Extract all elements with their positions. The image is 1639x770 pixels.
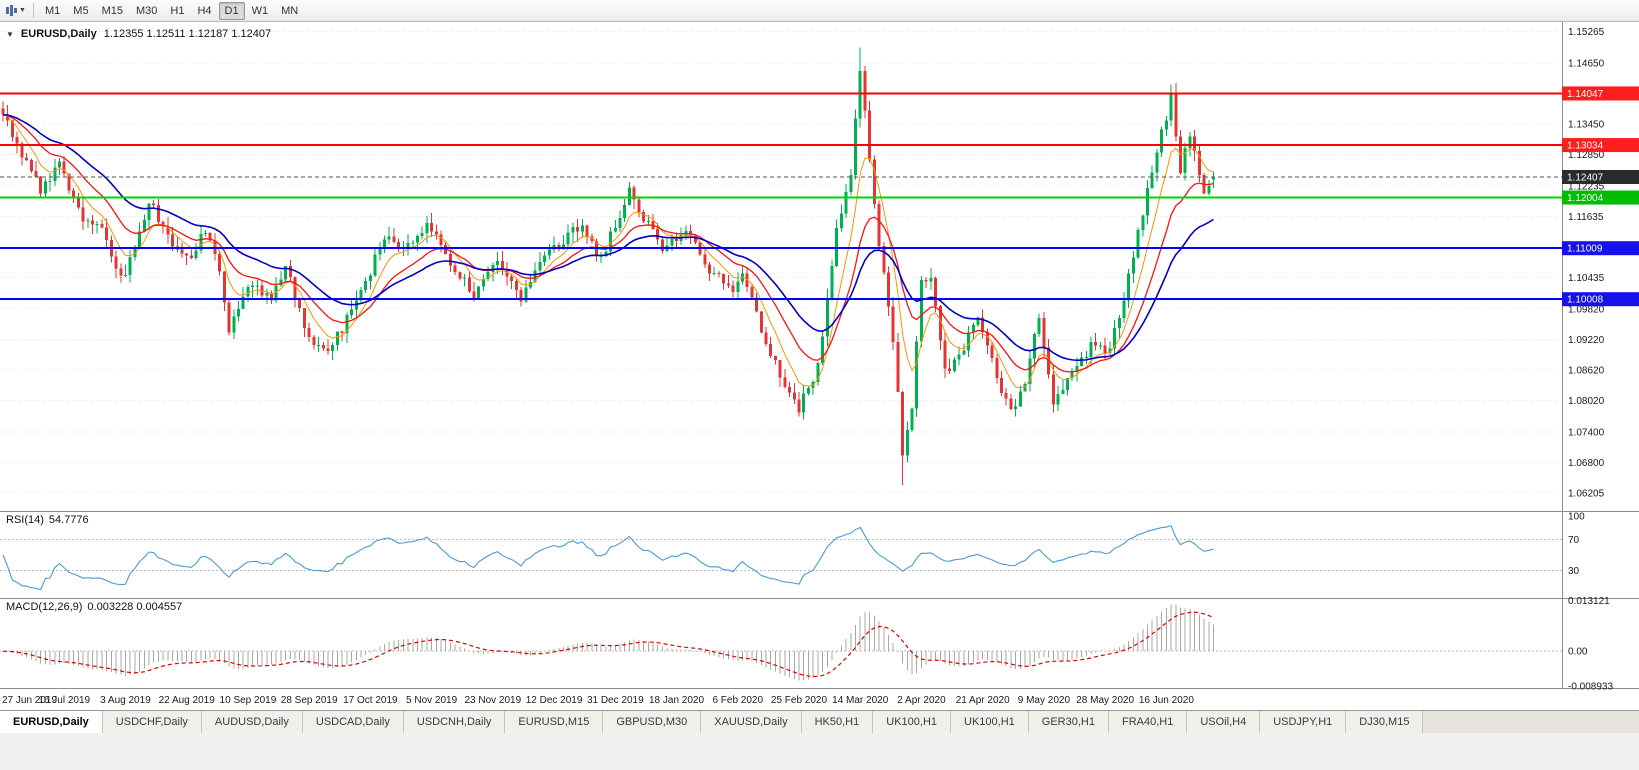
svg-text:9 May 2020: 9 May 2020 xyxy=(1018,695,1071,706)
chart-tab-audusd-daily[interactable]: AUDUSD,Daily xyxy=(201,711,303,733)
timeframe-toolbar: ▼ M1 M5 M15 M30 H1 H4 D1 W1 MN xyxy=(0,0,1639,22)
chart-tab-usdchf-daily[interactable]: USDCHF,Daily xyxy=(102,711,202,733)
svg-text:25 Feb 2020: 25 Feb 2020 xyxy=(771,695,828,706)
svg-text:31 Dec 2019: 31 Dec 2019 xyxy=(587,695,644,706)
chart-tabs-bar: EURUSD,Daily USDCHF,Daily AUDUSD,Daily USDC… xyxy=(0,710,1639,733)
chart-tab-usoil-h4[interactable]: USOil,H4 xyxy=(1187,711,1261,733)
timeframe-h1-button[interactable]: H1 xyxy=(170,4,185,17)
svg-text:22 Aug 2019: 22 Aug 2019 xyxy=(159,695,216,706)
svg-text:1.09220: 1.09220 xyxy=(1568,335,1605,346)
svg-text:14 Mar 2020: 14 Mar 2020 xyxy=(832,695,889,706)
svg-text:16 Jun 2020: 16 Jun 2020 xyxy=(1139,695,1194,706)
svg-text:27 Jun 2019: 27 Jun 2019 xyxy=(2,695,57,706)
svg-text:12 Dec 2019: 12 Dec 2019 xyxy=(526,695,583,706)
timeframe-m15-button[interactable]: M15 xyxy=(101,4,123,17)
svg-text:1.12004: 1.12004 xyxy=(1567,193,1604,204)
price-chart-canvas[interactable]: 1.15265 1.14650 1.13450 1.12850 1.12235 1.116… xyxy=(0,22,1639,710)
svg-text:100: 100 xyxy=(1568,511,1585,522)
collapse-chart-icon[interactable]: ▼ xyxy=(6,29,14,39)
chart-tab-usdcnh-daily[interactable]: USDCNH,Daily xyxy=(403,711,506,733)
timeframe-m5-button[interactable]: M5 xyxy=(73,4,89,17)
window-bottom-area xyxy=(0,733,1639,770)
chart-tab-ger30-h1[interactable]: GER30,H1 xyxy=(1028,711,1109,733)
svg-text:0.00: 0.00 xyxy=(1568,647,1588,658)
svg-text:1.07400: 1.07400 xyxy=(1568,428,1605,439)
svg-text:1.11009: 1.11009 xyxy=(1567,244,1603,255)
svg-text:3 Aug 2019: 3 Aug 2019 xyxy=(100,695,151,706)
svg-text:16 Jul 2019: 16 Jul 2019 xyxy=(38,695,90,706)
chart-tab-uk100-h1[interactable]: UK100,H1 xyxy=(873,711,952,733)
chart-tab-xauusd-daily[interactable]: XAUUSD,Daily xyxy=(701,711,802,733)
timeframe-buttons: M1 M5 M15 M30 H1 H4 D1 W1 MN xyxy=(39,1,304,20)
timeframe-m1-button[interactable]: M1 xyxy=(45,4,61,17)
timeframe-d1-button[interactable]: D1 xyxy=(218,1,245,20)
svg-text:1.12407: 1.12407 xyxy=(1567,173,1604,184)
svg-text:1.08620: 1.08620 xyxy=(1568,365,1605,376)
svg-text:10 Sep 2019: 10 Sep 2019 xyxy=(220,695,277,706)
svg-text:1.10435: 1.10435 xyxy=(1568,273,1605,284)
svg-text:1.12850: 1.12850 xyxy=(1568,150,1605,161)
svg-text:23 Nov 2019: 23 Nov 2019 xyxy=(464,695,521,706)
svg-text:1.15265: 1.15265 xyxy=(1568,27,1605,38)
svg-text:6 Feb 2020: 6 Feb 2020 xyxy=(712,695,763,706)
svg-text:2 Apr 2020: 2 Apr 2020 xyxy=(897,695,946,706)
svg-text:1.14650: 1.14650 xyxy=(1568,58,1605,69)
chart-bar-glyph xyxy=(6,7,10,14)
chart-tab-fra40-h1[interactable]: FRA40,H1 xyxy=(1108,711,1188,733)
svg-text:1.13034: 1.13034 xyxy=(1567,141,1604,152)
chart-bar-glyph xyxy=(10,5,14,16)
svg-text:-0.008933: -0.008933 xyxy=(1568,681,1613,692)
chart-tab-gbpusd-m30[interactable]: GBPUSD,M30 xyxy=(603,711,702,733)
chart-window: 1.15265 1.14650 1.13450 1.12850 1.12235 1.116… xyxy=(0,22,1639,710)
svg-text:70: 70 xyxy=(1568,535,1580,546)
chart-tab-eurusd-daily[interactable]: EURUSD,Daily xyxy=(0,711,103,733)
svg-text:1.06205: 1.06205 xyxy=(1568,488,1605,499)
svg-text:1.06800: 1.06800 xyxy=(1568,458,1605,469)
chart-tab-dj30-m15[interactable]: DJ30,M15 xyxy=(1346,711,1424,733)
svg-text:1.13450: 1.13450 xyxy=(1568,119,1605,130)
svg-text:1.12235: 1.12235 xyxy=(1568,181,1605,192)
svg-text:1.10008: 1.10008 xyxy=(1567,295,1604,306)
svg-text:28 May 2020: 28 May 2020 xyxy=(1076,695,1134,706)
chart-bar-glyph xyxy=(14,8,18,13)
timeframe-mn-button[interactable]: MN xyxy=(281,4,299,17)
chart-tab-hk50-h1[interactable]: HK50,H1 xyxy=(801,711,874,733)
svg-text:1.09820: 1.09820 xyxy=(1568,304,1605,315)
svg-text:5 Nov 2019: 5 Nov 2019 xyxy=(406,695,458,706)
svg-text:21 Apr 2020: 21 Apr 2020 xyxy=(956,695,1010,706)
timeframe-h4-button[interactable]: H4 xyxy=(197,4,212,17)
svg-text:30: 30 xyxy=(1568,566,1580,577)
chart-tab-uk100-h1[interactable]: UK100,H1 xyxy=(951,711,1029,733)
chevron-down-icon: ▼ xyxy=(19,7,26,14)
chart-tab-usdjpy-h1[interactable]: USDJPY,H1 xyxy=(1260,711,1347,733)
toolbar-separator xyxy=(33,3,34,18)
timeframe-m30-button[interactable]: M30 xyxy=(135,4,158,17)
chart-type-icon[interactable]: ▼ xyxy=(4,2,28,20)
svg-text:1.08020: 1.08020 xyxy=(1568,396,1605,407)
svg-text:1.14047: 1.14047 xyxy=(1567,89,1604,100)
svg-text:28 Sep 2019: 28 Sep 2019 xyxy=(281,695,338,706)
timeframe-w1-button[interactable]: W1 xyxy=(251,4,269,17)
svg-text:18 Jan 2020: 18 Jan 2020 xyxy=(649,695,704,706)
svg-text:0.013121: 0.013121 xyxy=(1568,596,1610,607)
svg-text:17 Oct 2019: 17 Oct 2019 xyxy=(343,695,398,706)
chart-tab-eurusd-m15[interactable]: EURUSD,M15 xyxy=(505,711,604,733)
chart-tab-usdcad-daily[interactable]: USDCAD,Daily xyxy=(302,711,404,733)
svg-text:1.11635: 1.11635 xyxy=(1568,212,1604,223)
